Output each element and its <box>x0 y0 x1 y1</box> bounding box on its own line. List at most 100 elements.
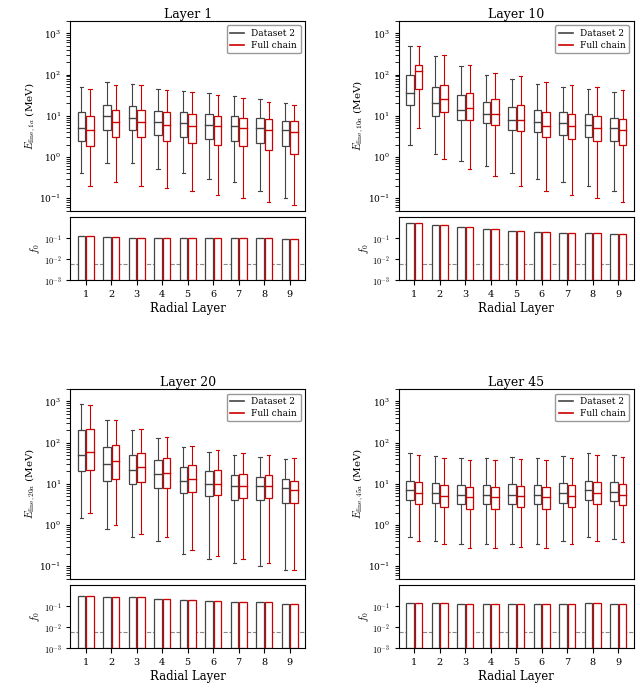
Bar <box>542 604 550 648</box>
Bar <box>492 100 499 125</box>
Bar <box>457 604 465 648</box>
Bar <box>619 604 627 648</box>
Bar <box>508 231 516 280</box>
Bar <box>137 597 145 648</box>
Bar <box>256 118 264 143</box>
Bar <box>265 118 273 150</box>
Bar <box>230 238 238 280</box>
Bar <box>610 118 618 141</box>
Bar <box>508 484 516 504</box>
Legend: Dataset 2, Full chain: Dataset 2, Full chain <box>227 25 301 54</box>
Bar <box>415 223 422 280</box>
Bar <box>256 602 264 648</box>
Bar <box>291 480 298 503</box>
Y-axis label: $E_{\mathrm{fine},20a}$ (MeV): $E_{\mathrm{fine},20a}$ (MeV) <box>24 448 38 519</box>
Bar <box>112 445 120 479</box>
Bar <box>291 121 298 154</box>
X-axis label: Radial Layer: Radial Layer <box>478 302 554 314</box>
Bar <box>483 102 490 123</box>
Title: Layer 10: Layer 10 <box>488 8 545 21</box>
Legend: Dataset 2, Full chain: Dataset 2, Full chain <box>556 25 629 54</box>
Bar <box>188 599 196 648</box>
Bar <box>431 603 439 648</box>
Bar <box>154 599 162 648</box>
Bar <box>163 458 170 488</box>
Bar <box>103 237 111 280</box>
Bar <box>205 601 212 648</box>
Bar <box>568 604 575 648</box>
Bar <box>483 229 490 280</box>
Bar <box>516 486 524 507</box>
Bar <box>205 471 212 496</box>
Bar <box>559 483 567 503</box>
Bar <box>137 238 145 280</box>
Bar <box>214 238 221 280</box>
Bar <box>265 475 273 498</box>
Bar <box>77 112 85 141</box>
Y-axis label: $f_0$: $f_0$ <box>28 611 42 622</box>
Y-axis label: $f_0$: $f_0$ <box>356 611 371 622</box>
X-axis label: Radial Layer: Radial Layer <box>150 670 226 682</box>
Y-axis label: $E_{\mathrm{fine},10a}$ (MeV): $E_{\mathrm{fine},10a}$ (MeV) <box>352 80 367 151</box>
Bar <box>431 87 439 116</box>
Bar <box>466 227 474 280</box>
Bar <box>492 604 499 648</box>
Bar <box>466 487 474 509</box>
Bar <box>239 602 247 648</box>
Bar <box>542 231 550 280</box>
Bar <box>542 112 550 137</box>
Bar <box>239 118 247 146</box>
Bar <box>568 114 575 139</box>
Bar <box>77 236 85 280</box>
Bar <box>457 484 465 504</box>
Bar <box>593 116 601 141</box>
Bar <box>431 483 439 503</box>
Bar <box>610 604 618 648</box>
Bar <box>103 105 111 130</box>
Bar <box>282 121 289 146</box>
Bar <box>129 238 136 280</box>
Bar <box>534 604 541 648</box>
Bar <box>542 487 550 509</box>
Bar <box>584 233 592 280</box>
Bar <box>214 116 221 144</box>
Bar <box>619 118 627 144</box>
Bar <box>188 114 196 143</box>
Bar <box>230 602 238 648</box>
Bar <box>230 116 238 141</box>
Y-axis label: $E_{\mathrm{fine},1a}$ (MeV): $E_{\mathrm{fine},1a}$ (MeV) <box>24 82 38 150</box>
Bar <box>86 429 94 470</box>
Bar <box>103 597 111 648</box>
Bar <box>137 109 145 137</box>
Bar <box>584 603 592 648</box>
Bar <box>205 238 212 280</box>
Bar <box>431 225 439 280</box>
Bar <box>593 482 601 504</box>
Bar <box>610 234 618 280</box>
Bar <box>492 487 499 509</box>
Bar <box>291 604 298 648</box>
Bar <box>137 453 145 482</box>
Bar <box>466 604 474 648</box>
Bar <box>282 604 289 648</box>
Bar <box>534 484 541 504</box>
Bar <box>457 95 465 120</box>
Bar <box>112 597 120 648</box>
Bar <box>534 109 541 132</box>
Bar <box>593 603 601 648</box>
Bar <box>163 238 170 280</box>
Bar <box>180 112 188 137</box>
Bar <box>180 468 188 493</box>
Bar <box>154 460 162 488</box>
Bar <box>568 484 575 507</box>
Bar <box>584 114 592 137</box>
Bar <box>214 470 221 495</box>
Bar <box>534 231 541 280</box>
Bar <box>154 238 162 280</box>
Bar <box>415 603 422 648</box>
Y-axis label: $f_0$: $f_0$ <box>28 243 42 254</box>
Title: Layer 1: Layer 1 <box>164 8 212 21</box>
Bar <box>86 596 94 648</box>
Bar <box>559 233 567 280</box>
Bar <box>406 480 413 500</box>
